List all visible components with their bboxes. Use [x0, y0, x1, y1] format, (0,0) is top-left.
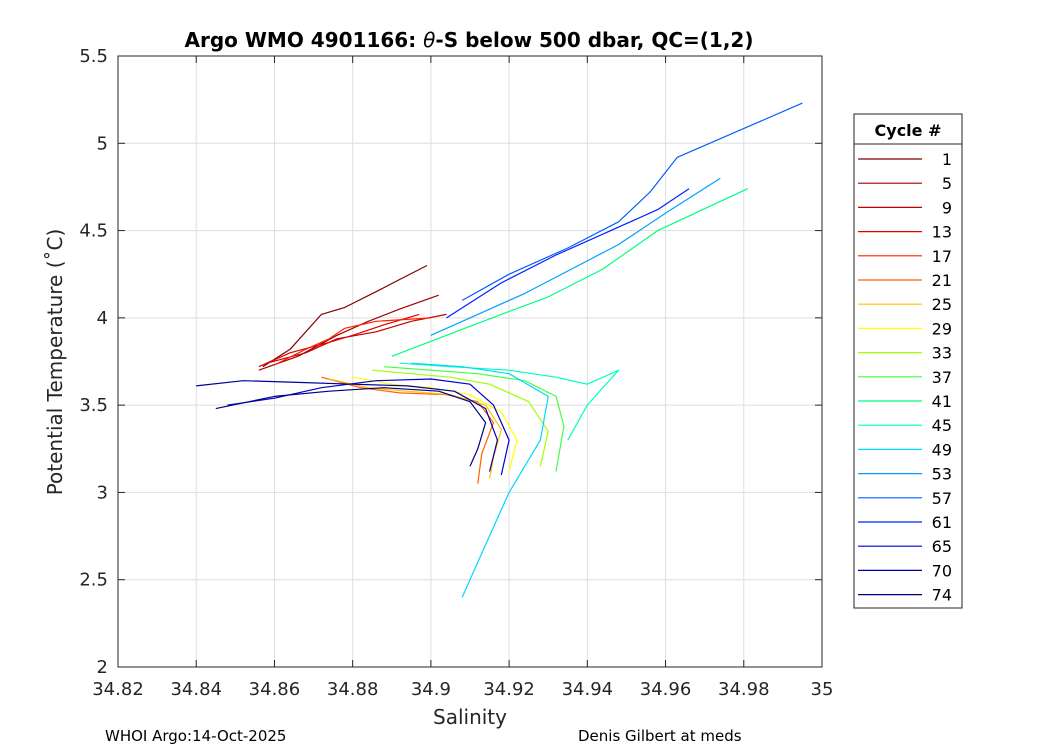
series-line-cycle-9	[266, 313, 447, 364]
x-tick-label: 34.82	[92, 679, 144, 700]
legend-label-cycle-45: 45	[932, 416, 952, 435]
y-tick-label: 5	[97, 133, 108, 154]
y-tick-label: 2.5	[79, 570, 108, 591]
legend: Cycle # 1 5 9 13 17 21 25 29 33 37 41 45 49 53 57 61 65 7…	[853, 113, 963, 609]
chart-title-suffix: -S below 500 dbar, QC=(1,2)	[435, 28, 753, 52]
x-tick-label: 34.94	[562, 679, 614, 700]
legend-label-cycle-17: 17	[932, 247, 952, 266]
legend-label-cycle-70: 70	[932, 561, 952, 580]
series-line-cycle-70	[196, 380, 498, 472]
legend-label-cycle-13: 13	[932, 223, 952, 242]
legend-title: Cycle #	[875, 121, 942, 140]
series-line-cycle-57	[461, 102, 803, 301]
series-line-cycle-61	[446, 188, 690, 319]
plot-frame	[117, 55, 823, 668]
legend-label-cycle-74: 74	[932, 586, 952, 605]
x-tick-label: 34.86	[249, 679, 301, 700]
y-tick-label: 3.5	[79, 395, 108, 416]
series-line-cycle-41	[391, 188, 748, 357]
x-tick-label: 34.98	[718, 679, 770, 700]
legend-label-cycle-1: 1	[942, 150, 952, 169]
legend-label-cycle-57: 57	[932, 489, 952, 508]
footer-right-text: Denis Gilbert at meds	[578, 727, 742, 745]
legend-label-cycle-21: 21	[932, 271, 952, 290]
chart-title-prefix: Argo WMO 4901166:	[185, 28, 424, 52]
y-tick-label: 4.5	[79, 221, 108, 242]
series-line-cycle-29	[352, 376, 518, 472]
x-axis-label: Salinity	[433, 705, 507, 729]
series-line-cycle-45	[399, 362, 620, 441]
y-tick-label: 2	[97, 657, 108, 678]
legend-label-cycle-5: 5	[942, 174, 952, 193]
x-tick-label: 34.88	[327, 679, 379, 700]
legend-label-cycle-9: 9	[942, 198, 952, 217]
legend-label-cycle-37: 37	[932, 368, 952, 387]
x-tick-label: 34.9	[411, 679, 451, 700]
series-line-cycle-5	[258, 294, 439, 371]
series-line-cycle-37	[383, 366, 565, 472]
y-tick-label: 4	[97, 308, 108, 329]
x-tick-label: 34.96	[640, 679, 692, 700]
series-line-cycle-74	[215, 387, 487, 467]
y-tick-label: 3	[97, 482, 108, 503]
y-tick-label: 5.5	[79, 46, 108, 67]
x-tick-label: 34.84	[170, 679, 222, 700]
series-line-cycle-13	[258, 313, 420, 368]
series-line-cycle-17	[274, 317, 431, 366]
series-line-cycle-33	[372, 369, 549, 467]
y-axis-ticks: 2 2.5 3 3.5 4 4.5 5 5.5	[79, 46, 822, 678]
plot-area	[118, 56, 822, 667]
y-axis-label: Potential Temperature (˚C)	[43, 229, 67, 496]
footer-left-text: WHOI Argo:14-Oct-2025	[105, 727, 286, 745]
series-layer	[196, 102, 803, 598]
legend-label-cycle-33: 33	[932, 344, 952, 363]
x-axis-ticks: 34.82 34.84 34.86 34.88 34.9 34.92 34.94 34.96 3…	[92, 56, 833, 700]
legend-box	[853, 113, 963, 609]
x-tick-label: 35	[811, 679, 834, 700]
chart-title-theta: θ	[423, 28, 435, 52]
series-line-cycle-49	[411, 362, 549, 598]
series-line-cycle-1	[262, 264, 428, 368]
legend-label-cycle-41: 41	[932, 392, 952, 411]
x-tick-label: 34.92	[483, 679, 535, 700]
legend-label-cycle-49: 49	[932, 440, 952, 459]
legend-label-cycle-29: 29	[932, 319, 952, 338]
legend-label-cycle-65: 65	[932, 537, 952, 556]
legend-label-cycle-61: 61	[932, 513, 952, 532]
legend-label-cycle-25: 25	[932, 295, 952, 314]
legend-label-cycle-53: 53	[932, 465, 952, 484]
series-line-cycle-53	[430, 177, 721, 336]
legend-entries: 1 5 9 13 17 21 25 29 33 37 41 45 49 53 57 61 65 70 74	[858, 150, 952, 605]
chart-title: Argo WMO 4901166: θ-S below 500 dbar, QC…	[185, 28, 754, 52]
